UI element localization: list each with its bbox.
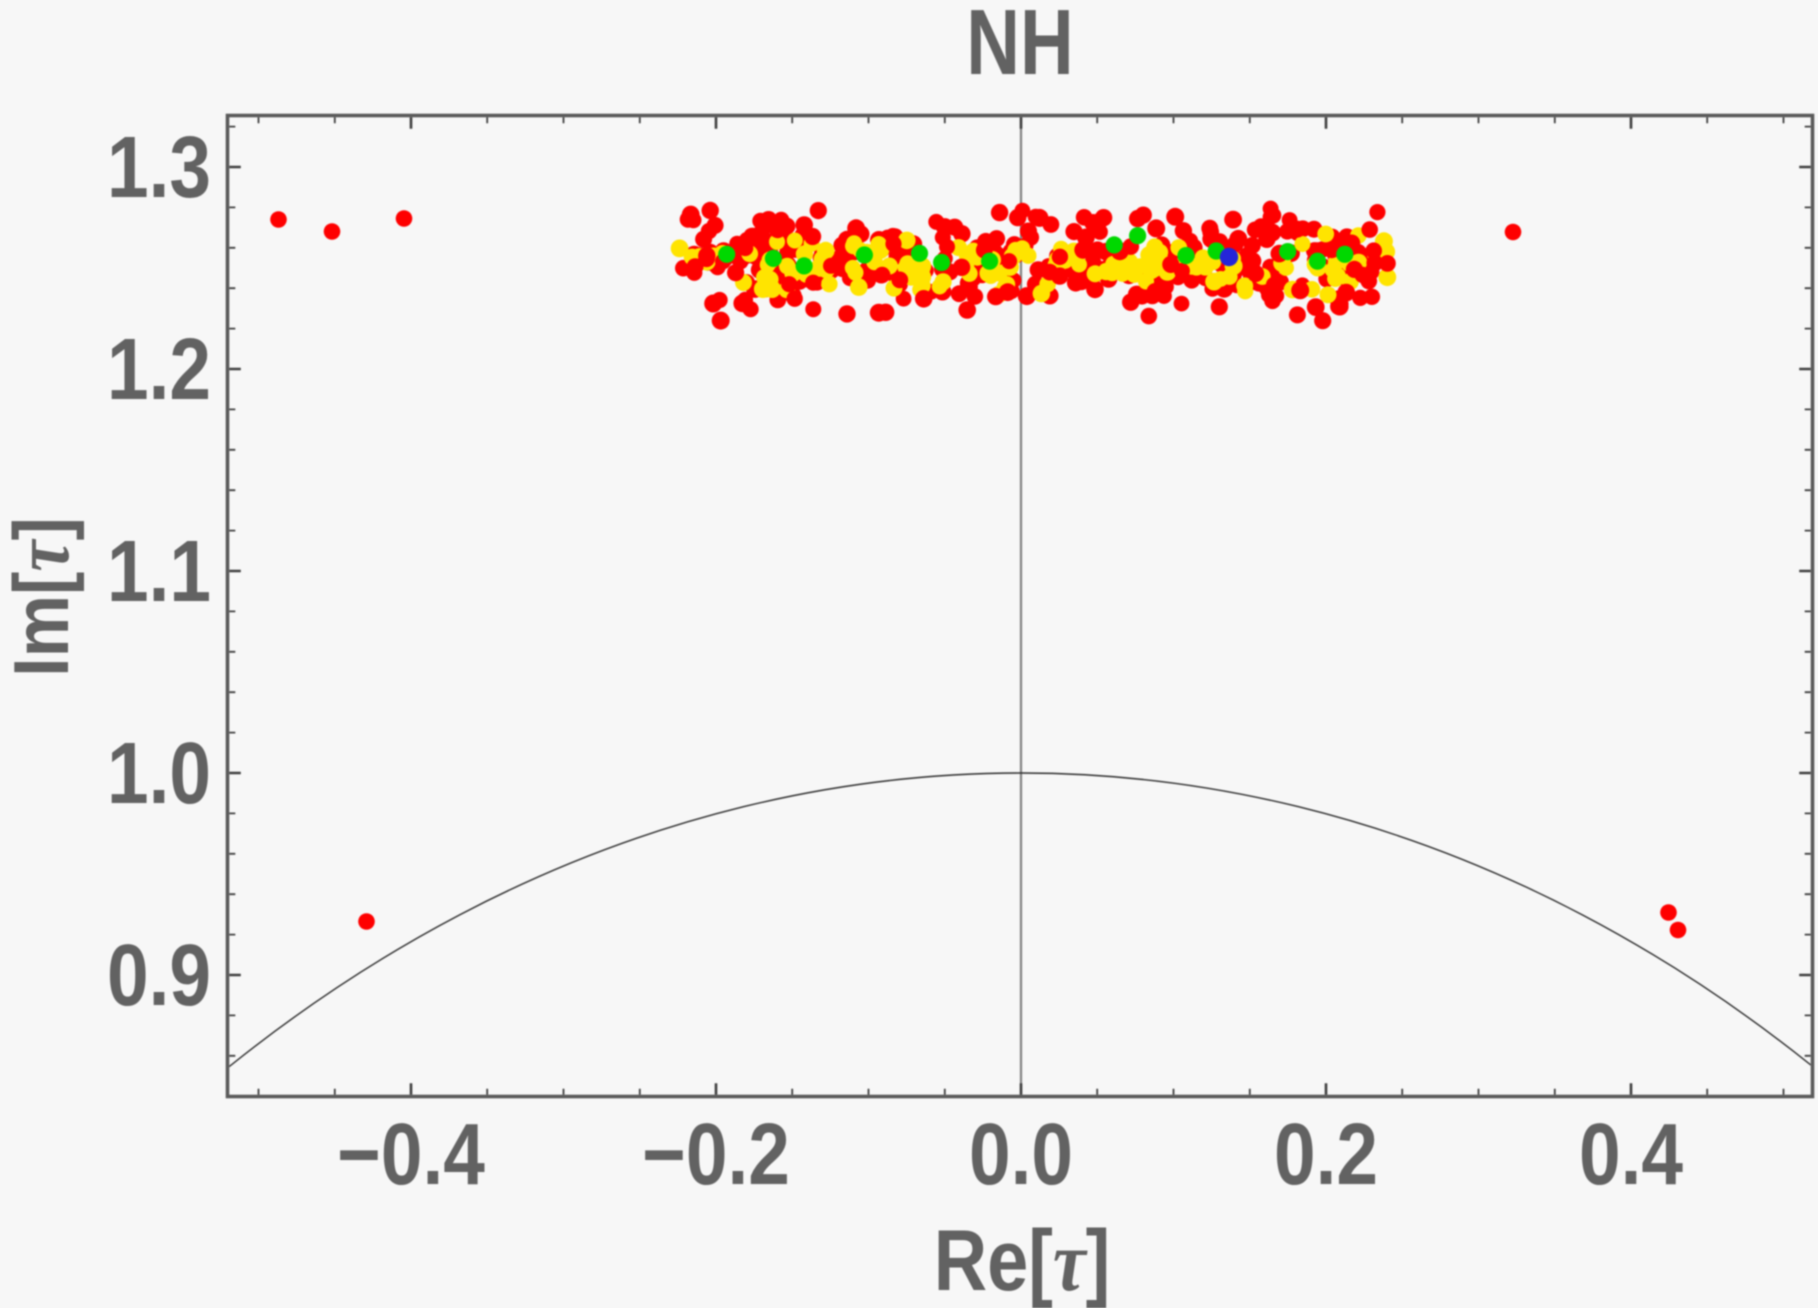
svg-text:0.9: 0.9 bbox=[107, 928, 211, 1025]
svg-text:Re[τ]: Re[τ] bbox=[934, 1212, 1111, 1308]
svg-text:1.1: 1.1 bbox=[107, 524, 211, 621]
svg-text:1.0: 1.0 bbox=[107, 726, 211, 823]
svg-text:NH: NH bbox=[966, 0, 1073, 94]
svg-text:1.3: 1.3 bbox=[107, 120, 211, 217]
svg-text:0.0: 0.0 bbox=[969, 1107, 1073, 1204]
svg-text:−0.4: −0.4 bbox=[337, 1107, 485, 1204]
svg-text:0.4: 0.4 bbox=[1579, 1107, 1683, 1204]
svg-text:1.2: 1.2 bbox=[107, 322, 211, 419]
svg-text:Im[τ]: Im[τ] bbox=[0, 517, 86, 677]
svg-text:−0.2: −0.2 bbox=[642, 1107, 790, 1204]
svg-text:0.2: 0.2 bbox=[1274, 1107, 1378, 1204]
